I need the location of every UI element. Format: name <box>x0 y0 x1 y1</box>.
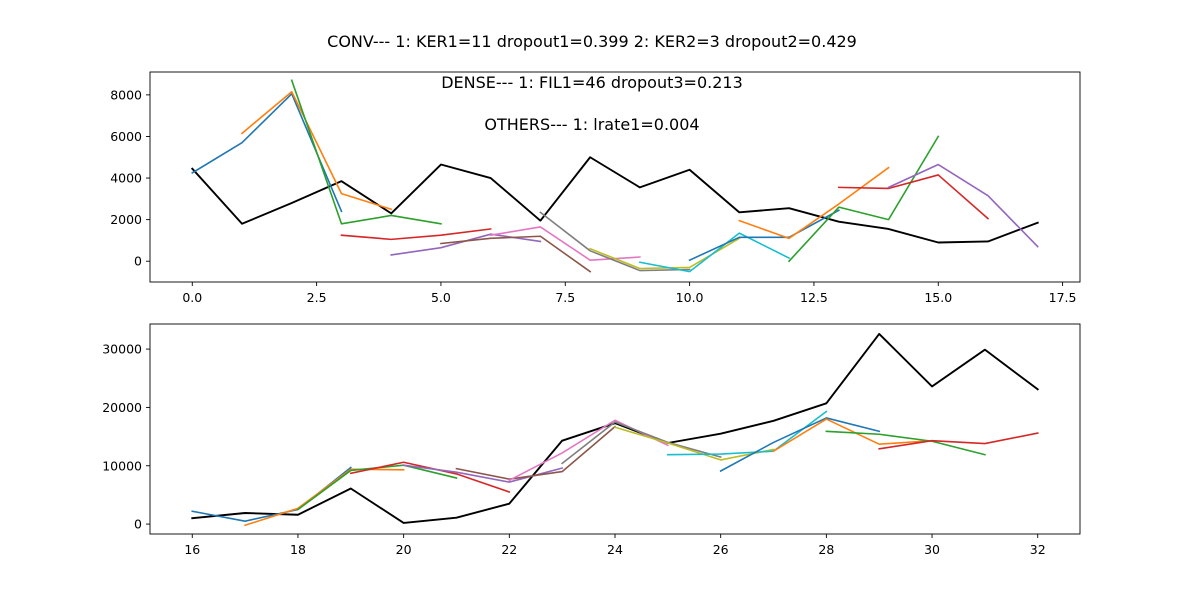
series-group <box>191 332 1040 527</box>
y-tick-label: 6000 <box>110 129 142 144</box>
y-tick-label: 2000 <box>110 212 142 227</box>
series-group <box>190 79 1039 273</box>
x-tick-label: 22 <box>501 542 517 557</box>
x-tick-label: 20 <box>396 542 412 557</box>
x-tick-label: 7.5 <box>555 290 575 305</box>
series-line-13 <box>825 430 986 456</box>
dense-annotation: DENSE--- 1: FIL1=46 dropout3=0.213 <box>441 73 743 92</box>
x-tick-label: 26 <box>713 542 729 557</box>
x-tick-label: 0.0 <box>182 290 202 305</box>
series-line-11 <box>688 209 840 262</box>
axes-frame <box>149 71 1081 283</box>
x-tick-label: 15.0 <box>924 290 952 305</box>
series-line-2 <box>240 90 393 211</box>
series-line-12 <box>738 166 890 240</box>
series-line-14 <box>837 174 990 220</box>
series-line-12 <box>772 418 933 453</box>
x-tick-label: 24 <box>607 542 623 557</box>
y-tick-label: 30000 <box>102 342 142 357</box>
figure-suptitle: CONV--- 1: KER1=11 dropout1=0.399 2: KER… <box>327 32 857 51</box>
x-tick-label: 10.0 <box>676 290 704 305</box>
y-tick-label: 0 <box>134 517 142 532</box>
x-tick-label: 28 <box>818 542 834 557</box>
series-line-15 <box>887 163 1039 248</box>
top-chart: 0.0 2.5 5.0 7.5 10.0 12.5 15.0 17.5 0 2000 4000 600… <box>110 71 1081 305</box>
series-line-9 <box>614 426 775 461</box>
x-tick-label: 18 <box>290 542 306 557</box>
x-tick-label: 17.5 <box>1049 290 1077 305</box>
series-line-13 <box>787 135 940 263</box>
bottom-chart: 16 18 20 22 24 26 28 30 32 0 10000 20000 30000 <box>102 323 1081 557</box>
series-line-3 <box>290 79 442 225</box>
series-line-10 <box>638 232 791 273</box>
x-tick-label: 2.5 <box>307 290 327 305</box>
series-line-6 <box>440 235 592 273</box>
x-tick-label: 16 <box>184 542 200 557</box>
y-tick-label: 4000 <box>110 171 142 186</box>
series-line-11 <box>719 417 881 473</box>
series-line-8 <box>539 211 691 272</box>
series-line-2 <box>244 468 405 527</box>
series-line-14 <box>878 432 1039 450</box>
series-line-4 <box>340 228 492 241</box>
y-tick-label: 20000 <box>102 400 142 415</box>
others-annotation: OTHERS--- 1: lrate1=0.004 <box>484 115 699 134</box>
series-line-actual <box>190 156 1039 244</box>
series-line-10 <box>667 410 828 456</box>
series-line-6 <box>455 425 617 480</box>
x-tick-label: 5.0 <box>431 290 451 305</box>
x-tick-label: 30 <box>924 542 940 557</box>
y-tick-label: 0 <box>134 254 142 269</box>
series-line-actual <box>191 332 1040 524</box>
x-tick-label: 12.5 <box>800 290 828 305</box>
y-tick-label: 10000 <box>102 458 142 473</box>
y-tick-label: 8000 <box>110 87 142 102</box>
x-tick-label: 32 <box>1030 542 1046 557</box>
series-line-8 <box>561 421 722 465</box>
